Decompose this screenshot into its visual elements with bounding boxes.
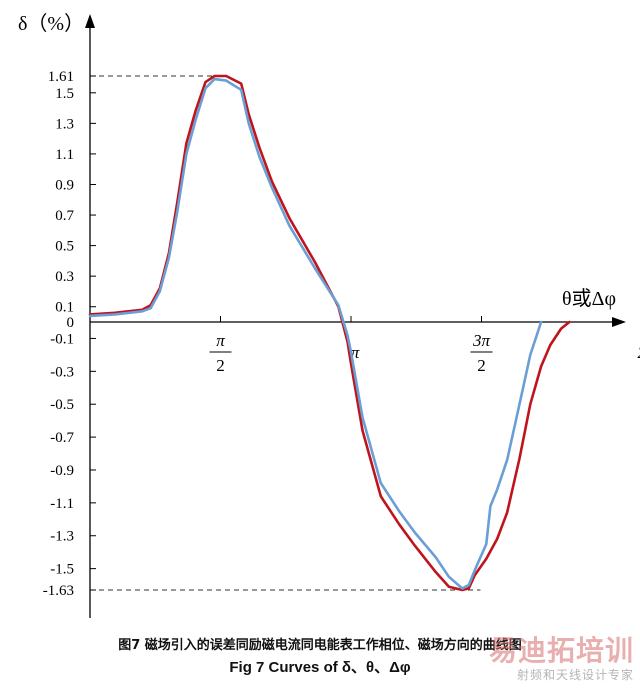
x-tick-label: π <box>351 343 360 362</box>
series-line-1 <box>88 77 543 590</box>
tick-marks: 1.611.5 1.3 1.1 0.9 0.7 0.5 0.3 0.10-0.1 -0.3 -0.… <box>43 69 640 599</box>
y-tick-label: 0.3 <box>55 269 74 285</box>
y-tick-label: 0.5 <box>55 239 74 255</box>
svg-text:2: 2 <box>216 356 225 375</box>
y-tick-label: -0.1 <box>50 331 74 347</box>
x-axis-arrow <box>612 317 626 327</box>
svg-text:2π: 2π <box>637 343 640 362</box>
x-tick-label: 3π2 <box>470 331 493 375</box>
svg-text:π: π <box>351 343 360 362</box>
figure-caption-chinese: 图7 磁场引入的误差同励磁电流同电能表工作相位、磁场方向的曲线图 <box>118 638 522 653</box>
y-tick-label: -1.3 <box>50 529 74 545</box>
y-tick-label: -1.63 <box>43 583 74 599</box>
x-tick-label: π2 <box>209 331 232 375</box>
series-line-0 <box>88 74 571 592</box>
watermark-main-text: 易迪拓培训 <box>488 634 634 667</box>
series-layer <box>88 74 571 592</box>
chart-axes <box>85 14 626 618</box>
y-tick-label: 0.7 <box>55 208 74 224</box>
y-tick-label: 1.3 <box>55 116 74 132</box>
y-axis-label: δ（%） <box>18 12 84 35</box>
guide-lines <box>90 75 481 591</box>
watermark-logo: 易迪拓培训 射频和天线设计专家 <box>489 636 634 683</box>
y-tick-label: -0.3 <box>50 364 74 380</box>
y-tick-label: 0.9 <box>55 177 74 193</box>
svg-text:π: π <box>216 331 225 350</box>
y-tick-label: 0.1 <box>55 300 74 316</box>
x-tick-label: 2π <box>637 343 640 362</box>
y-axis-arrow <box>85 14 95 28</box>
y-tick-label: -1.5 <box>50 562 74 578</box>
y-tick-label: 0 <box>67 315 75 331</box>
y-tick-label: 1.61 <box>48 69 74 85</box>
y-tick-label: -0.5 <box>50 397 74 413</box>
y-tick-label: 1.1 <box>55 147 74 163</box>
svg-text:3π: 3π <box>472 331 491 350</box>
y-tick-label: -1.1 <box>50 496 74 512</box>
watermark-sub-text: 射频和天线设计专家 <box>516 668 634 682</box>
figure-caption-english: Fig 7 Curves of δ、θ、Δφ <box>229 659 411 676</box>
y-tick-label: -0.9 <box>50 463 74 479</box>
y-tick-label: -0.7 <box>50 430 74 446</box>
svg-text:2: 2 <box>477 356 486 375</box>
y-tick-label: 1.5 <box>55 86 74 102</box>
x-axis-label: θ或Δφ <box>562 287 616 310</box>
